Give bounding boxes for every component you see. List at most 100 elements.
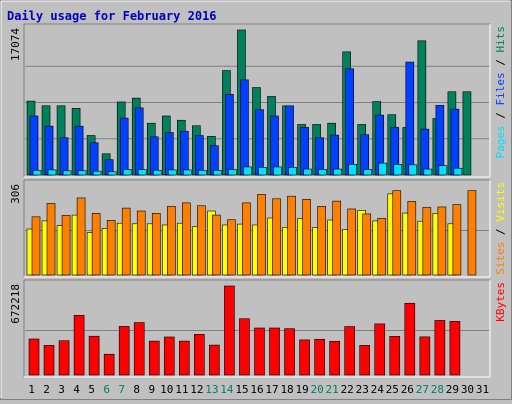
bar-sites-day-1 — [31, 216, 41, 276]
x-tick-label: 13 — [205, 383, 218, 396]
x-tick-label: 25 — [386, 383, 399, 396]
bar-sites-day-21 — [332, 200, 341, 276]
bar-pages-day-25 — [393, 164, 403, 176]
x-tick-label: 19 — [295, 383, 308, 396]
bar-pages-day-15 — [243, 166, 252, 176]
bar-pages-day-2 — [47, 169, 57, 176]
bar-sites-day-26 — [407, 201, 417, 276]
bar-kbytes-day-16 — [254, 327, 265, 376]
panel-visits-legend-part: / — [494, 222, 507, 242]
bar-kbytes-day-2 — [43, 345, 55, 376]
bar-kbytes-day-27 — [419, 336, 431, 376]
bar-files-day-14 — [225, 94, 234, 176]
bar-kbytes-day-23 — [359, 345, 371, 376]
bar-pages-day-12 — [198, 170, 207, 176]
x-tick-label: 24 — [371, 383, 385, 396]
bar-pages-day-1 — [32, 170, 42, 176]
bar-files-day-8 — [134, 107, 144, 176]
bar-files-day-4 — [74, 125, 84, 176]
bar-sites-day-22 — [347, 208, 356, 276]
bar-sites-day-25 — [392, 190, 402, 276]
bar-kbytes-day-12 — [194, 334, 205, 376]
panel-requests-legend-part: Hits — [494, 26, 507, 53]
x-tick-label: 16 — [250, 383, 263, 396]
bar-files-day-15 — [240, 79, 249, 176]
bar-sites-day-16 — [257, 194, 266, 276]
bar-pages-day-3 — [62, 170, 72, 176]
bar-kbytes-day-15 — [239, 318, 250, 376]
bar-files-day-16 — [255, 109, 264, 176]
bar-files-day-22 — [345, 68, 354, 176]
bar-pages-day-11 — [183, 169, 192, 176]
bar-files-day-18 — [285, 105, 294, 176]
chart-panels: 17074 Pages / Files / Hits 306 Sites / Visi… — [9, 23, 507, 378]
chart-title: Daily usage for February 2016 — [7, 9, 217, 23]
bar-sites-day-6 — [106, 220, 116, 276]
x-tick-label: 9 — [148, 383, 155, 396]
bar-pages-day-23 — [363, 169, 373, 176]
bar-sites-day-4 — [76, 197, 86, 276]
bar-files-day-27 — [420, 128, 430, 176]
bar-sites-day-29 — [452, 204, 462, 276]
bar-files-day-28 — [435, 105, 445, 176]
bar-pages-day-14 — [228, 169, 237, 176]
panel-kbytes-legend: KBytes — [494, 282, 507, 322]
bar-pages-day-19 — [303, 168, 312, 176]
bar-pages-day-29 — [453, 167, 463, 176]
panel-requests-legend-part: / — [494, 53, 507, 73]
x-tick-label: 18 — [280, 383, 293, 396]
bar-files-day-11 — [180, 130, 189, 176]
bar-sites-day-5 — [91, 213, 101, 276]
bar-files-day-2 — [44, 125, 54, 176]
bar-sites-day-23 — [362, 213, 372, 276]
bar-files-day-7 — [119, 117, 129, 176]
bar-hits-day-30 — [462, 91, 472, 176]
bar-files-day-3 — [59, 137, 69, 176]
bar-sites-day-7 — [121, 207, 131, 276]
x-tick-label: 23 — [356, 383, 369, 396]
bar-files-day-17 — [270, 115, 279, 176]
bar-kbytes-day-6 — [103, 353, 115, 376]
bar-sites-day-17 — [272, 198, 281, 276]
bar-kbytes-day-1 — [28, 338, 40, 376]
x-tick-label: 26 — [401, 383, 414, 396]
bar-pages-day-21 — [333, 168, 342, 176]
bar-kbytes-day-26 — [404, 302, 416, 376]
bar-kbytes-day-21 — [329, 340, 340, 376]
bar-pages-day-20 — [318, 169, 327, 176]
panel-requests-legend-part: Pages — [494, 125, 507, 158]
bar-files-day-23 — [360, 134, 370, 176]
bar-pages-day-18 — [288, 167, 297, 176]
x-tick-label: 4 — [73, 383, 80, 396]
x-tick-label: 22 — [341, 383, 354, 396]
bar-sites-day-15 — [242, 202, 251, 276]
panel-visits-legend: Sites / Visits — [494, 182, 507, 275]
bar-pages-day-22 — [348, 164, 357, 176]
bar-kbytes-day-19 — [299, 339, 310, 376]
panel-requests: 17074 Pages / Files / Hits — [9, 23, 507, 178]
bar-pages-day-17 — [273, 166, 282, 176]
bar-sites-day-18 — [287, 195, 296, 276]
bar-pages-day-16 — [258, 167, 267, 176]
bar-files-day-10 — [164, 132, 174, 176]
x-tick-label: 28 — [431, 383, 444, 396]
x-axis-tick-labels: 1 2 3 4 5 6 7 8 9 10 11 12 13 14 15 16 17 18 19 20 21 22 23 24 2… — [28, 383, 489, 396]
bar-sites-day-24 — [377, 217, 387, 276]
x-tick-label: 17 — [265, 383, 278, 396]
panel-visits: 306 Sites / Visits — [9, 179, 507, 278]
bar-kbytes-day-8 — [133, 322, 145, 376]
x-tick-label: 10 — [160, 383, 173, 396]
x-tick-label: 2 — [43, 383, 50, 396]
bar-sites-day-2 — [46, 203, 56, 276]
bar-sites-day-20 — [317, 206, 326, 276]
bar-kbytes-day-5 — [88, 335, 100, 376]
x-tick-label: 5 — [88, 383, 95, 396]
bar-sites-day-3 — [61, 215, 71, 276]
bar-pages-day-27 — [423, 168, 433, 176]
bar-pages-day-4 — [77, 170, 87, 176]
bar-pages-day-24 — [378, 162, 388, 176]
x-tick-label: 8 — [133, 383, 140, 396]
bar-pages-day-7 — [122, 169, 132, 176]
bar-files-day-29 — [450, 108, 460, 176]
bar-pages-day-10 — [167, 169, 177, 176]
